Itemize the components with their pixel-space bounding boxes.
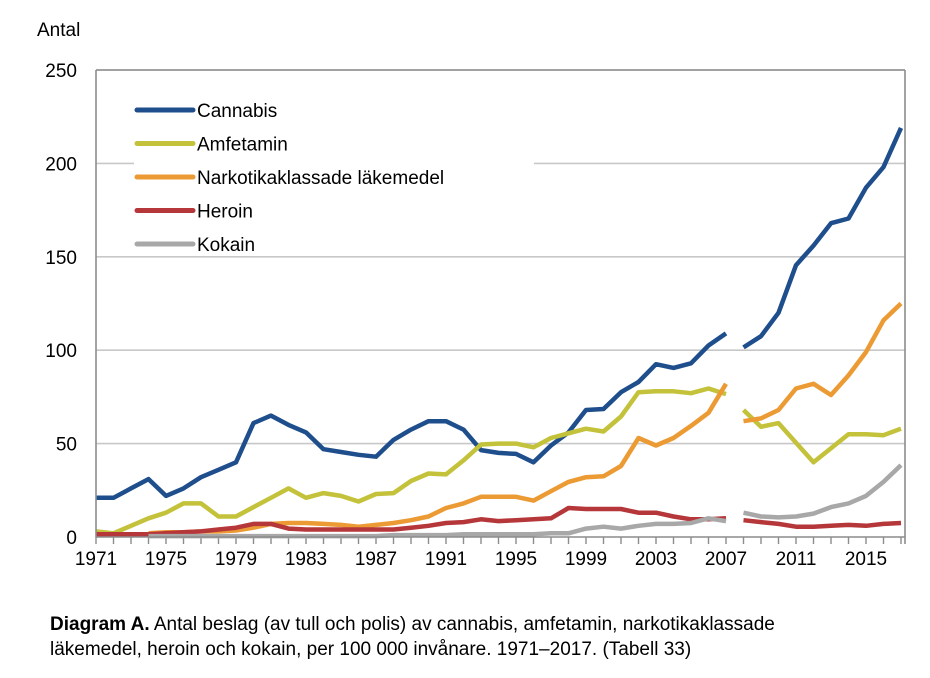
legend-background	[134, 120, 534, 151]
x-tick-label: 2007	[705, 549, 747, 570]
x-tick-label: 1991	[425, 549, 467, 570]
x-tick-label: 1995	[495, 549, 537, 570]
legend-label: Narkotikaklassade läkemedel	[197, 168, 444, 189]
x-axis-ticks: 1971 1975 1979 1983 1987 1991 1995 1999 2003 2007…	[75, 537, 902, 570]
caption-label: Diagram A.	[50, 614, 150, 635]
y-tick-label: 250	[45, 61, 77, 82]
y-tick-label: 150	[45, 248, 77, 269]
series-line-kokain	[743, 463, 903, 520]
y-axis-label: Antal	[37, 20, 80, 41]
y-tick-labels: 0 50 100 150 200 250	[45, 61, 77, 549]
y-tick-label: 0	[66, 528, 77, 549]
legend-label: Cannabis	[197, 101, 277, 122]
series-line-narkotikaklassade-läkemedel	[148, 382, 728, 536]
x-tick-label: 1987	[355, 549, 397, 570]
x-tick-label: 1975	[145, 549, 187, 570]
x-tick-label: 1999	[565, 549, 607, 570]
legend-label: Heroin	[197, 202, 253, 223]
x-tick-label: 2003	[635, 549, 677, 570]
x-tick-label: 1983	[285, 549, 327, 570]
series-line-kokain	[148, 516, 727, 539]
y-tick-label: 200	[45, 154, 77, 175]
series-line-cannabis	[96, 331, 728, 501]
y-tick-label: 100	[45, 341, 77, 362]
series-line-amfetamin	[95, 386, 727, 536]
x-tick-label: 2011	[776, 549, 817, 570]
legend-background	[134, 187, 534, 218]
series-lines	[95, 126, 904, 539]
legend-label: Kokain	[197, 235, 255, 256]
x-tick-label: 1971	[75, 549, 117, 570]
series-line-cannabis	[742, 126, 904, 350]
figure-caption: Diagram A. Antal beslag (av tull och pol…	[50, 612, 920, 662]
legend-label: Amfetamin	[197, 135, 288, 156]
caption-text-line2: läkemedel, heroin och kokain, per 100 00…	[50, 639, 692, 660]
caption-text-line1: Antal beslag (av tull och polis) av cann…	[149, 614, 775, 635]
series-line-narkotikaklassade-läkemedel	[743, 301, 903, 424]
legend-background	[134, 154, 534, 184]
y-tick-label: 50	[56, 435, 77, 456]
axes	[95, 69, 906, 544]
x-tick-label: 2015	[845, 549, 887, 570]
series-line-amfetamin	[741, 408, 902, 465]
series-line-heroin	[743, 517, 902, 529]
legend: Cannabis Amfetamin Narkotikaklassade läkem…	[134, 87, 534, 256]
legend-background	[134, 87, 534, 117]
series-line-heroin	[96, 505, 727, 537]
x-tick-label: 1979	[215, 549, 257, 570]
legend-background	[134, 221, 534, 251]
